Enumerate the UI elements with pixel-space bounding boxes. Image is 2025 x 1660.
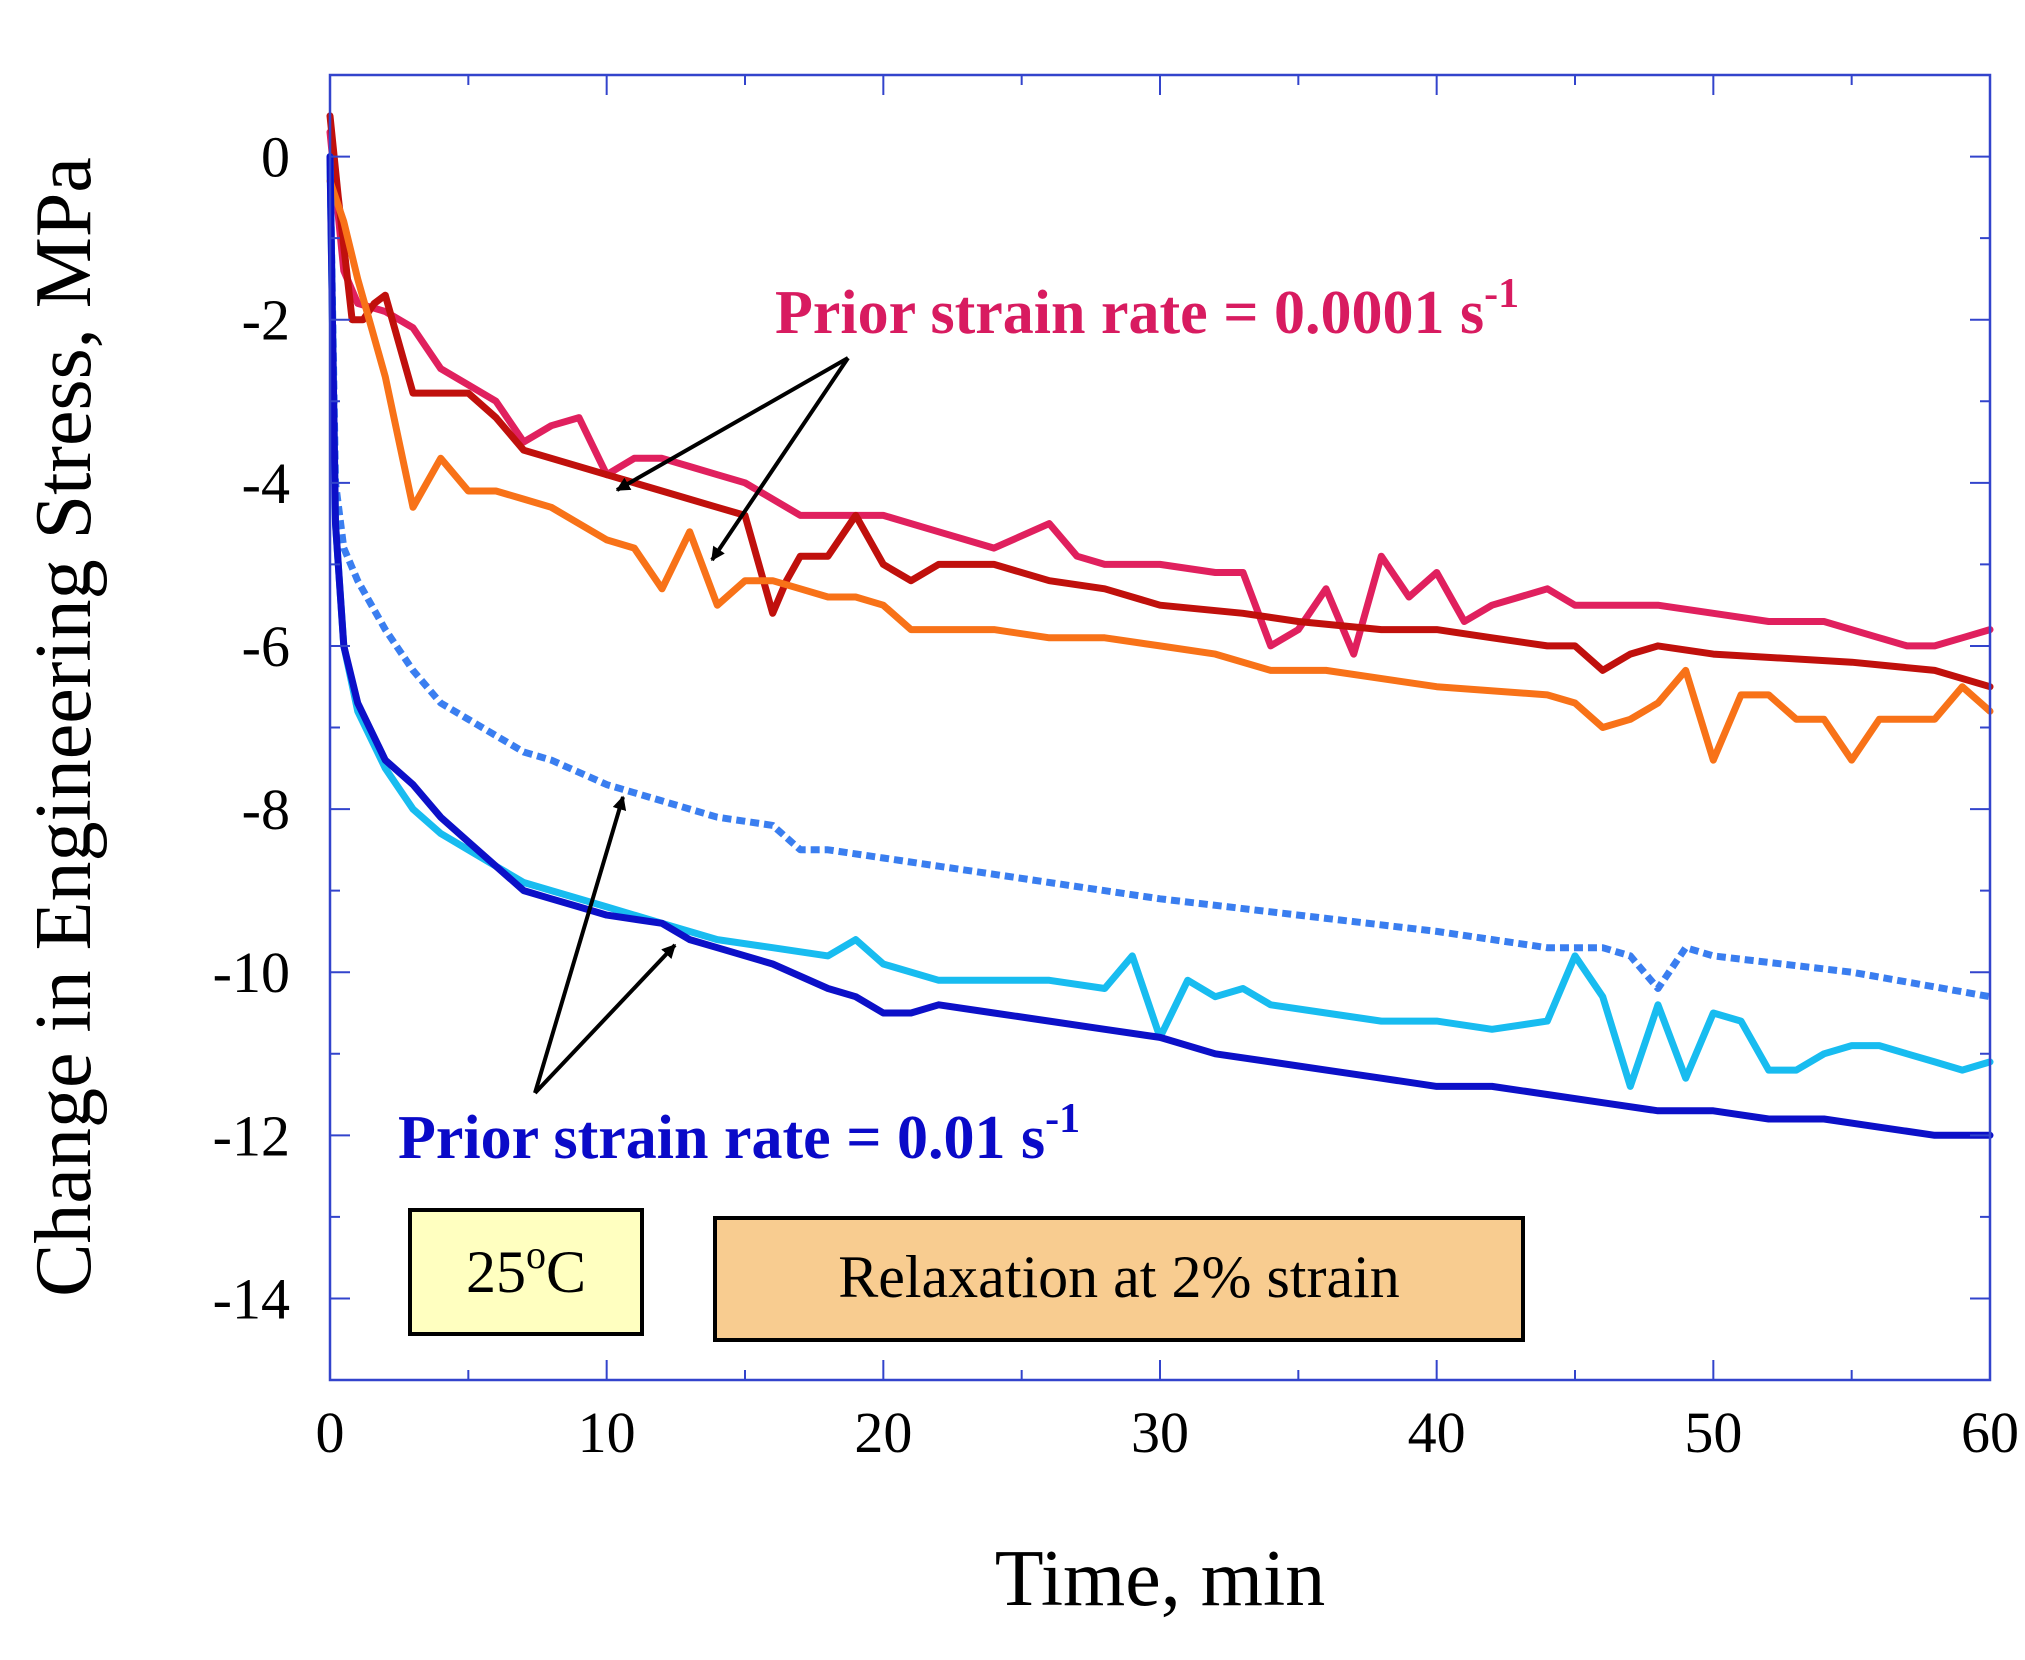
arrow-slow-to-orange-curve [710,356,850,562]
temperature-unit: C [546,1239,586,1305]
series-line-4 [326,156,1991,1001]
x-tick-label: 10 [578,1400,636,1465]
annotation-slow-superscript: -1 [1484,271,1519,317]
x-tick-label: 30 [1131,1400,1189,1465]
y-tick-label: -4 [242,451,290,516]
series-line-6 [326,153,1994,1139]
x-tick-label: 60 [1961,1400,2019,1465]
x-tick-label: 20 [854,1400,912,1465]
annotation-slow-text: Prior strain rate = 0.0001 s [775,279,1484,347]
annotation-fast-strain-rate: Prior strain rate = 0.01 s-1 [398,1096,1080,1172]
x-tick-label: 0 [316,1400,345,1465]
temperature-label: 25oC [466,1232,586,1305]
arrow-fast-to-cyan-curve [533,943,677,1095]
y-tick-label: -12 [213,1103,290,1168]
x-tick-label: 40 [1408,1400,1466,1465]
series-line-1 [326,128,1994,658]
annotation-slow-strain-rate: Prior strain rate = 0.0001 s-1 [775,271,1519,347]
condition-box [713,1216,1525,1342]
y-tick-label: -14 [213,1266,290,1331]
temperature-value: 25 [466,1239,526,1305]
tick-layer: 0 10 20 30 40 50 60 0 -2 -4 -6 -8 -10 -12 -14 [213,74,2019,1465]
arrow-fast-to-dotted-curve [533,795,627,1094]
y-tick-label: -6 [242,614,290,679]
annotation-fast-text: Prior strain rate = 0.01 s [398,1104,1045,1172]
series-layer [326,112,1994,1139]
y-axis-title: Change in Engineering Stress, MPa [20,157,108,1297]
condition-label: Relaxation at 2% strain [838,1244,1400,1310]
series-line-2 [326,112,1994,691]
arrow-slow-to-red-curve [615,356,849,492]
y-tick-label: -8 [242,777,290,842]
series-line-3 [326,177,1994,764]
x-tick-label: 50 [1684,1400,1742,1465]
temperature-degree: o [526,1232,546,1277]
y-tick-label: -10 [213,940,290,1005]
annotation-fast-superscript: -1 [1045,1096,1080,1142]
y-tick-label: 0 [261,125,290,190]
plot-frame [328,73,1992,1382]
temperature-box [408,1208,644,1336]
y-tick-label: -2 [242,288,290,353]
x-axis-title: Time, min [995,1535,1325,1623]
